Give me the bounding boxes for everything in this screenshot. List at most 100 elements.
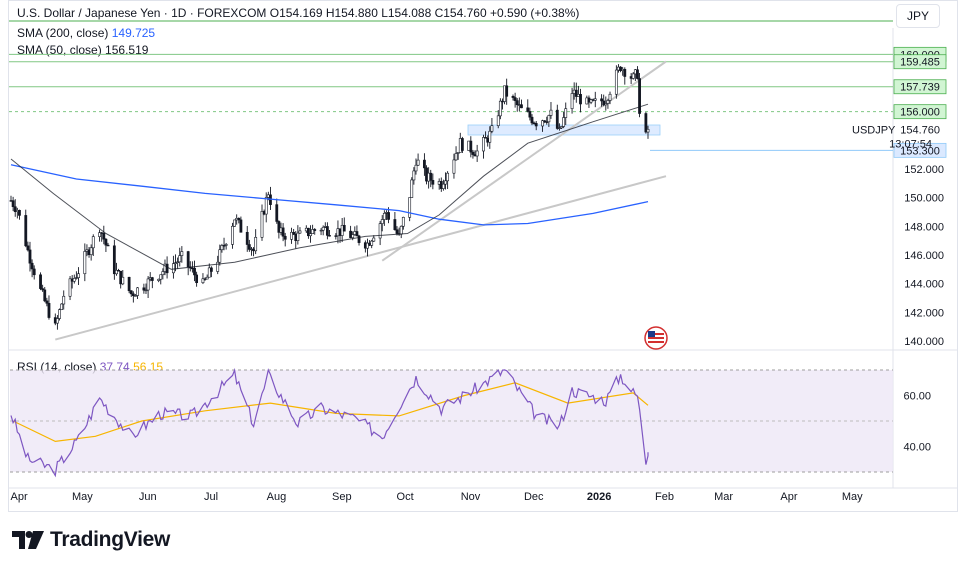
candle-body (342, 224, 346, 232)
sma50-legend: SMA (50, close) 156.519 (17, 43, 148, 57)
candle-body (220, 245, 224, 251)
candle-body (387, 212, 390, 220)
candle (423, 153, 426, 176)
candle-body (644, 113, 648, 133)
trendline (55, 175, 667, 341)
candles (9, 64, 650, 330)
candle (161, 268, 165, 280)
candle (498, 98, 502, 120)
candle-body (216, 261, 220, 272)
candle-body (159, 274, 163, 280)
candle (488, 126, 492, 149)
candle-body (602, 100, 606, 106)
candle-body (555, 109, 559, 129)
candle (520, 99, 523, 109)
candle-body (370, 240, 374, 246)
candle (290, 227, 293, 244)
candle-body (608, 93, 612, 101)
candle (644, 112, 648, 134)
candle-body (193, 267, 196, 276)
price-chart[interactable]: 140.000 142.000 144.000 146.000 148.000 150.0… (0, 0, 966, 512)
time-tick-label: Jul (204, 491, 218, 503)
candle-body (534, 123, 538, 127)
candle (549, 101, 553, 119)
candle (325, 222, 329, 240)
candle-body (319, 229, 323, 232)
time-tick-label: Nov (461, 491, 481, 503)
candle-body (45, 300, 49, 304)
candle-body (112, 245, 116, 275)
candle-body (275, 204, 279, 222)
candle (446, 171, 450, 189)
price-tag-label: 159.485 (900, 57, 940, 69)
candle-body (380, 219, 384, 224)
candle-body (68, 278, 72, 297)
candle-body (604, 103, 608, 106)
candle (429, 169, 433, 188)
candle-body (505, 85, 509, 97)
candle (195, 271, 199, 287)
candle (414, 158, 418, 175)
candle-body (231, 225, 234, 245)
candle (18, 209, 21, 220)
candle (104, 238, 108, 252)
time-tick-label: Apr (780, 491, 797, 503)
currency-button[interactable]: JPY (896, 4, 940, 28)
candle (186, 250, 190, 276)
candle (608, 91, 612, 105)
candle-body (558, 127, 561, 129)
candle-body (281, 227, 285, 237)
candle-body (496, 115, 500, 126)
candle-body (77, 273, 80, 278)
candle-body (334, 235, 338, 237)
candle-body (393, 219, 397, 231)
sma200-label: SMA (200, close) (17, 26, 109, 40)
candle-body (513, 97, 517, 101)
candle-body (260, 211, 264, 238)
candle-body (115, 270, 118, 275)
price-tick-label: 152.000 (904, 164, 944, 176)
candle (534, 121, 538, 131)
candle (469, 136, 473, 158)
candle-body (89, 247, 93, 255)
candle (528, 107, 532, 121)
candle-body (351, 234, 355, 238)
time-tick-label: May (72, 491, 93, 503)
candle (11, 196, 15, 212)
candle (357, 234, 361, 246)
candle-body (309, 233, 312, 237)
candle-body (72, 278, 76, 282)
candle (623, 67, 627, 85)
candle-body (382, 212, 386, 220)
candle-body (429, 172, 433, 181)
candle (372, 235, 376, 242)
brand-name: TradingView (50, 528, 171, 551)
tradingview-logo[interactable]: TradingView (12, 528, 170, 552)
candle-body (366, 242, 369, 249)
candle (408, 197, 412, 222)
candle (275, 198, 279, 224)
candle-body (456, 152, 460, 154)
candle-body (614, 69, 618, 95)
rsi-line (10, 367, 649, 478)
candle-body (549, 109, 553, 116)
candle (237, 217, 241, 224)
price-tag (893, 54, 947, 70)
candle (283, 232, 287, 247)
candle (619, 66, 622, 73)
tradingview-icon (12, 531, 44, 549)
candle (526, 99, 530, 113)
candle (604, 96, 608, 111)
candle (260, 204, 264, 241)
candle-body (296, 232, 300, 241)
candle (159, 274, 163, 285)
time-tick-label: Sep (332, 491, 352, 503)
candle (309, 225, 312, 243)
candle (600, 94, 603, 107)
candle (530, 114, 534, 126)
us-flag-icon[interactable] (644, 326, 668, 350)
candle-body (91, 236, 95, 249)
candle (412, 167, 416, 185)
candle (30, 259, 34, 278)
candle (134, 294, 137, 297)
